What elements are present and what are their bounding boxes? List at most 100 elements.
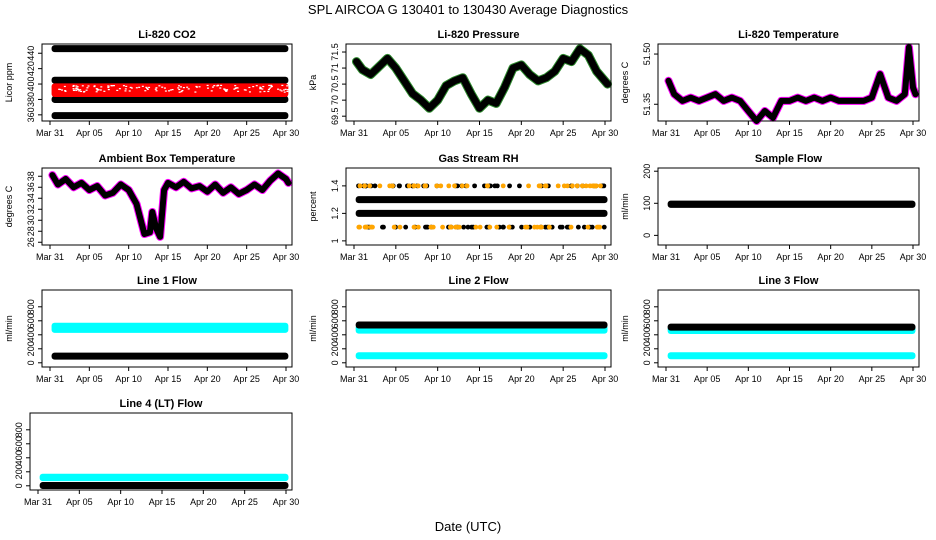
- x-tick-label: Apr 05: [76, 252, 103, 262]
- x-tick-label: Apr 10: [115, 252, 142, 262]
- x-tick-label: Mar 31: [652, 128, 680, 138]
- series-point-4: [590, 183, 596, 189]
- series-speck: [211, 86, 214, 88]
- x-tick-label: Mar 31: [340, 374, 368, 384]
- series-speck: [73, 89, 76, 92]
- x-tick-label: Apr 25: [550, 128, 577, 138]
- series-speck: [206, 84, 209, 87]
- series-point-2: [494, 183, 500, 189]
- series-speck: [78, 90, 81, 92]
- series-point-5: [448, 224, 454, 230]
- series-speck: [96, 89, 99, 91]
- series-speck: [85, 89, 88, 91]
- y-tick-label: 36: [26, 182, 36, 192]
- x-tick-label: Apr 10: [115, 128, 142, 138]
- series-speck: [217, 84, 220, 86]
- series-band-1: [39, 481, 289, 489]
- panel-data: [51, 322, 289, 360]
- series-point-3: [519, 224, 524, 230]
- series-band-0: [355, 196, 608, 204]
- panel-frame: [41, 289, 293, 368]
- series-speck: [93, 85, 96, 87]
- y-tick-label: 28: [26, 226, 36, 236]
- panel-ylabel: kPa: [308, 75, 318, 91]
- series-speck: [107, 86, 110, 89]
- series-band-0: [667, 200, 916, 208]
- series-speck: [72, 84, 75, 87]
- series-point-4: [411, 183, 417, 189]
- panel-5: Sample Flow ml/min 0 100 200 Mar 31 Apr 05 Apr …: [620, 153, 926, 262]
- series-point-2: [517, 183, 522, 189]
- series-speck: [267, 88, 270, 91]
- series-speck: [164, 90, 167, 92]
- panel-data: [667, 200, 916, 208]
- x-tick-label: Apr 30: [273, 374, 300, 384]
- y-tick-label: 1.4: [330, 180, 340, 193]
- series-point-5: [473, 224, 479, 230]
- series-speck: [145, 86, 148, 88]
- x-tick-label: Apr 05: [694, 374, 721, 384]
- series-speck: [259, 87, 262, 89]
- y-tick-label: 26: [26, 237, 36, 247]
- y-tick-label: 0: [642, 233, 652, 238]
- panel-data: [664, 43, 920, 125]
- x-tick-label: Mar 31: [340, 252, 368, 262]
- x-tick-label: Apr 20: [508, 128, 535, 138]
- x-tick-label: Apr 10: [107, 497, 134, 507]
- series-point-4: [555, 183, 561, 189]
- series-speck: [219, 87, 222, 89]
- x-tick-label: Apr 20: [508, 252, 535, 262]
- series-point-3: [423, 224, 428, 230]
- y-tick-label: 32: [26, 204, 36, 214]
- x-tick-label: Apr 05: [76, 128, 103, 138]
- y-tick-label: 400: [14, 450, 24, 465]
- x-tick-label: Apr 05: [66, 497, 93, 507]
- series-point-4: [569, 183, 575, 189]
- figure-title: SPL AIRCOA G 130401 to 130430 Average Di…: [308, 2, 629, 17]
- y-tick-label: 51.35: [642, 93, 652, 116]
- series-speck: [96, 88, 99, 90]
- y-tick-label: 400: [26, 77, 36, 92]
- y-tick-label: 600: [26, 313, 36, 328]
- series-speck: [270, 84, 273, 86]
- series-speck: [262, 85, 265, 88]
- series-point-5: [397, 224, 403, 230]
- series-speck: [195, 85, 198, 88]
- y-tick-label: 34: [26, 193, 36, 203]
- x-tick-label: Apr 15: [149, 497, 176, 507]
- series-point-2: [472, 183, 477, 189]
- series-speck: [99, 89, 102, 91]
- x-tick-label: Apr 15: [155, 374, 182, 384]
- series-speck: [180, 91, 183, 93]
- x-tick-label: Apr 15: [466, 374, 493, 384]
- series-point-5: [411, 224, 417, 230]
- series-speck: [125, 85, 128, 87]
- panel-ylabel: ml/min: [620, 315, 630, 342]
- x-tick-label: Apr 20: [508, 374, 535, 384]
- series-point-2: [507, 183, 512, 189]
- series-speck: [267, 90, 270, 93]
- series-line-0: [665, 44, 919, 124]
- series-point-4: [459, 183, 465, 189]
- series-speck: [167, 90, 170, 92]
- series-speck: [158, 85, 161, 87]
- x-tick-label: Apr 20: [190, 497, 217, 507]
- y-tick-label: 71.5: [330, 43, 340, 61]
- series-speck: [64, 90, 67, 92]
- x-tick-label: Apr 25: [231, 497, 258, 507]
- y-tick-label: 400: [26, 327, 36, 342]
- x-tick-label: Mar 31: [652, 374, 680, 384]
- panel-data: [39, 473, 289, 489]
- series-line-0: [353, 45, 611, 112]
- panel-3: Ambient Box Temperature degrees C 26283032…: [4, 153, 299, 262]
- series-speck: [283, 91, 286, 93]
- series-speck: [103, 90, 106, 92]
- x-tick-label: Apr 30: [273, 497, 300, 507]
- series-speck: [210, 90, 213, 92]
- series-speck: [112, 85, 115, 87]
- series-speck: [161, 86, 164, 88]
